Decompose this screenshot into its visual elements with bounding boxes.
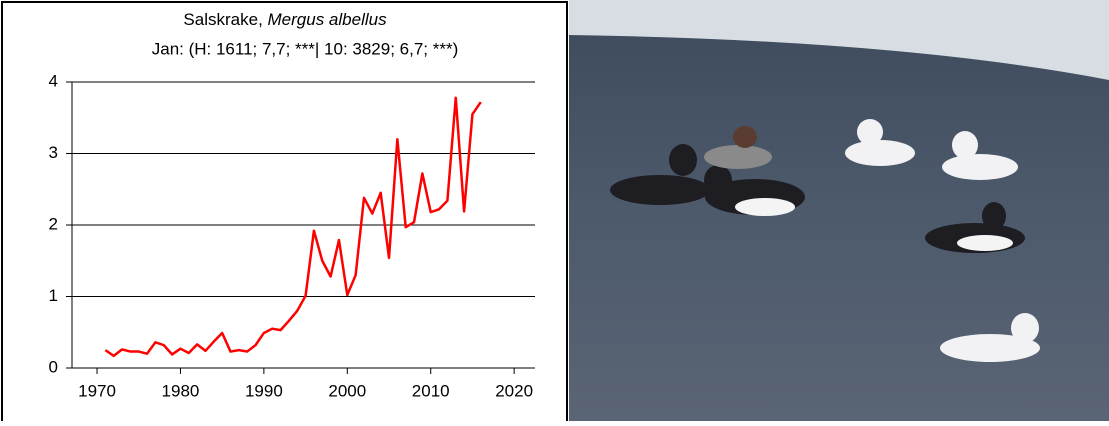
page: Salskrake, Mergus albellus Jan: (H: 1611…: [0, 0, 1109, 421]
x-tick-label: 2020: [495, 381, 533, 400]
y-tick-label: 3: [49, 143, 58, 162]
y-tick-label: 2: [49, 214, 58, 233]
y-tick-label: 1: [49, 286, 58, 305]
x-tick-label: 1980: [162, 381, 200, 400]
x-tick-label: 2010: [412, 381, 450, 400]
y-tick-label: 4: [49, 71, 58, 90]
chart-title: Salskrake, Mergus albellus: [183, 10, 387, 29]
x-tick-label: 2000: [328, 381, 366, 400]
title-text: Salskrake,: [183, 10, 267, 29]
photo: [569, 0, 1109, 421]
chart-subtitle: Jan: (H: 1611; 7,7; ***| 10: 3829; 6,7; …: [152, 39, 459, 58]
x-tick-label: 1970: [78, 381, 116, 400]
chart-frame: [2, 2, 567, 421]
y-tick-label: 0: [49, 357, 58, 376]
title-species: Mergus albellus: [268, 10, 388, 29]
x-tick-label: 1990: [245, 381, 283, 400]
